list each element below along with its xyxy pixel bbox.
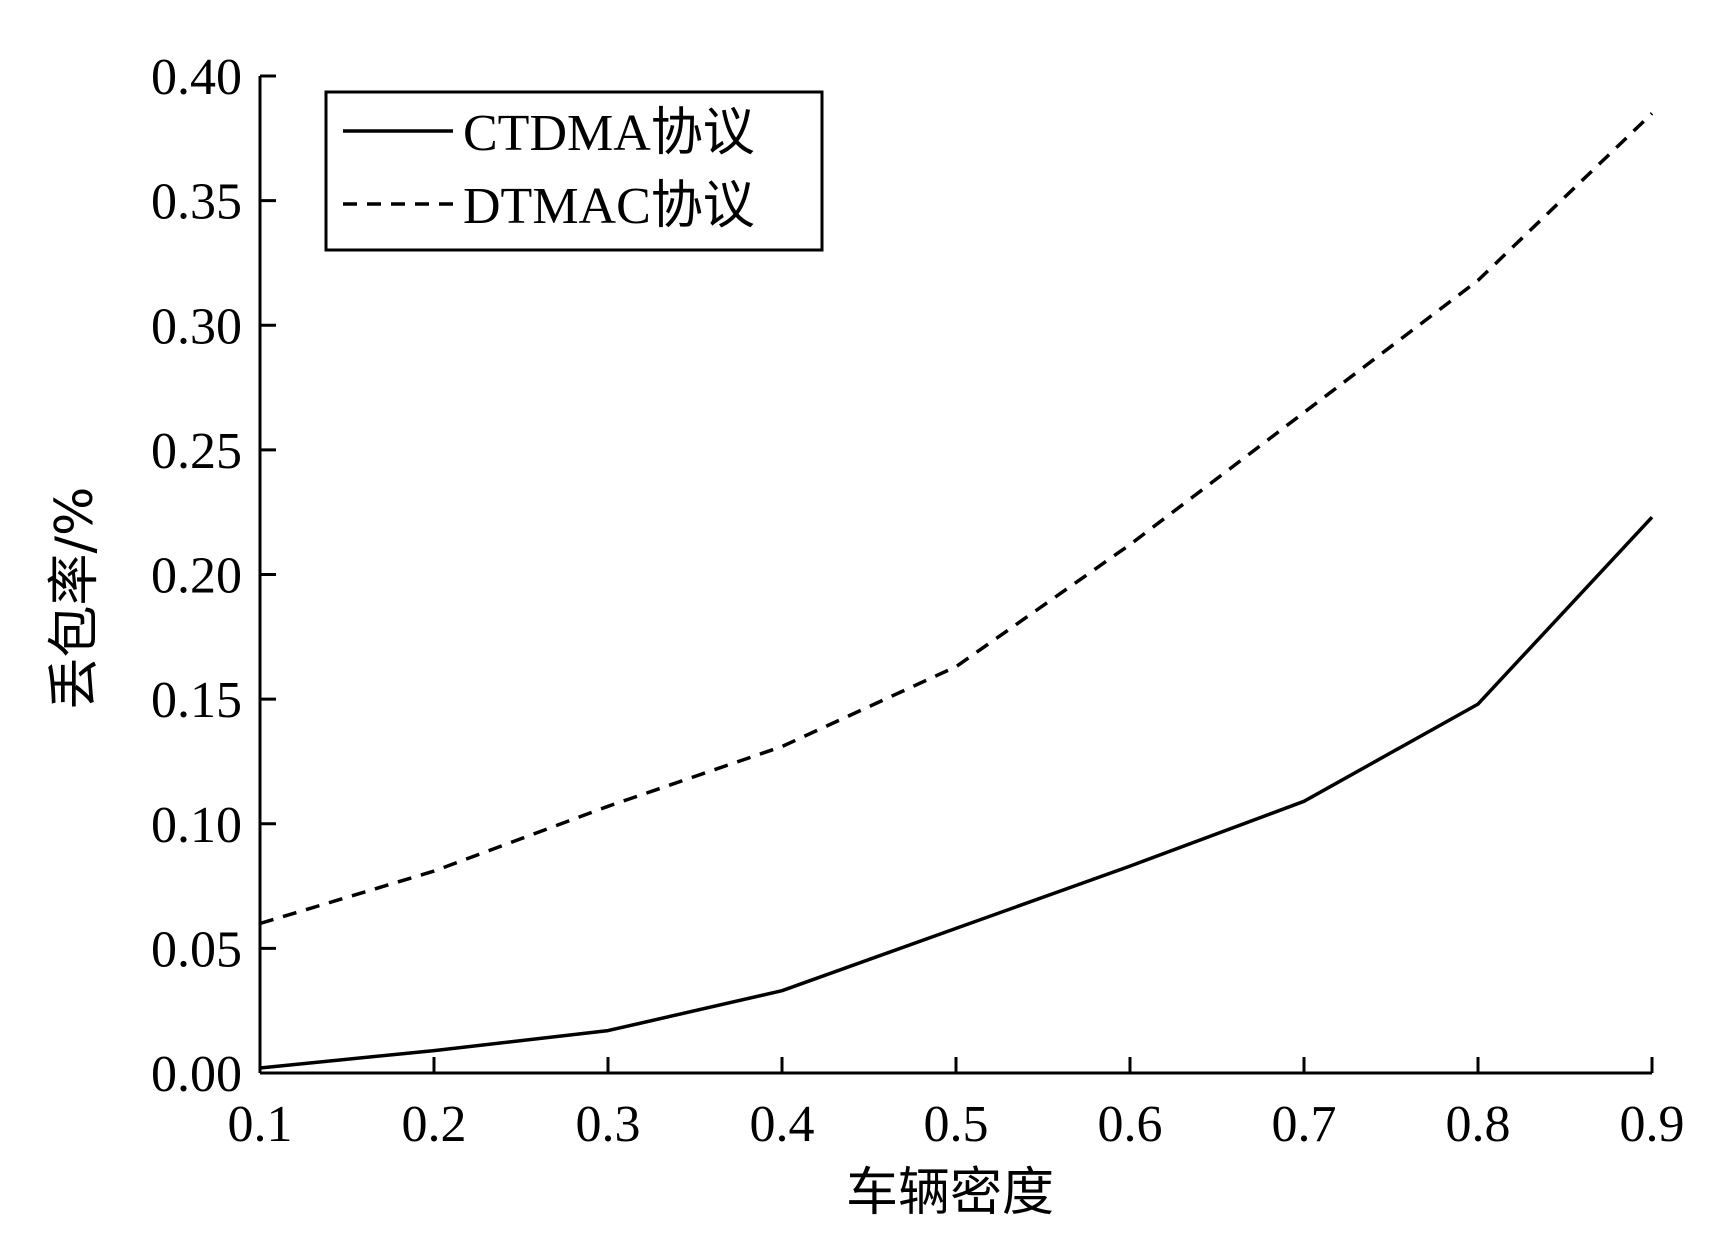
legend: CTDMA协议 DTMAC协议 [324,90,824,252]
y-tick-label: 0.00 [151,1046,242,1103]
y-tick-label: 0.25 [151,423,242,480]
y-tick-label: 0.30 [151,298,242,355]
x-tick-label: 0.2 [402,1096,467,1153]
axes: 0.00 0.05 0.10 0.15 0.20 0.25 0.30 0.35 0.40 0.1 0… [151,49,1685,1153]
legend-label-dtmac: DTMAC协议 [463,178,755,235]
y-tick-label: 0.10 [151,797,242,854]
x-axis-title: 车辆密度 [846,1163,1054,1223]
x-tick-label: 0.3 [576,1096,641,1153]
legend-box [324,90,824,252]
y-tick-label: 0.20 [151,548,242,605]
x-tick-label: 0.1 [228,1096,293,1153]
series-line-1 [259,112,1654,926]
x-tick-label: 0.4 [750,1096,815,1153]
y-tick-label: 0.40 [151,49,242,106]
y-axis-title: 丢包率/% [45,487,105,710]
x-tick-label: 0.8 [1446,1096,1511,1153]
y-tick-label: 0.05 [151,921,242,978]
y-tick-label: 0.15 [151,672,242,729]
legend-label-ctdma: CTDMA协议 [463,105,755,162]
series-line-0 [259,516,1654,1070]
y-tick-label: 0.35 [151,174,242,231]
x-tick-label: 0.9 [1620,1096,1685,1153]
x-tick-label: 0.5 [924,1096,989,1153]
x-tick-label: 0.6 [1098,1096,1163,1153]
series-layer [259,112,1654,1070]
x-tick-label: 0.7 [1272,1096,1337,1153]
